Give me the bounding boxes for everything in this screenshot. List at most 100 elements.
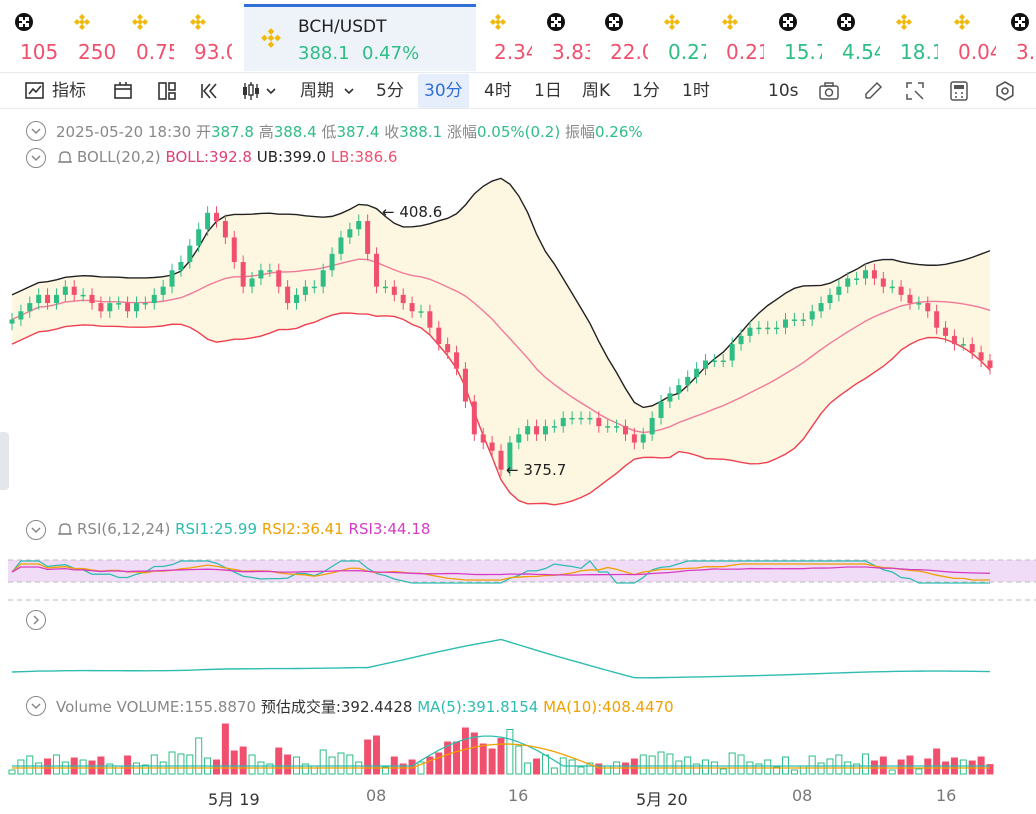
- interval-4h[interactable]: 4时: [484, 81, 512, 101]
- volume-bar: [373, 735, 381, 775]
- close-label: 收: [384, 123, 400, 141]
- volume-bar: [577, 766, 585, 775]
- ticker-item[interactable]: 250: [58, 0, 116, 72]
- replay-icon[interactable]: [198, 80, 220, 102]
- pencil-icon[interactable]: [862, 80, 884, 102]
- candle-body: [36, 294, 42, 304]
- settings-icon[interactable]: [994, 80, 1016, 102]
- collapse-toggle[interactable]: [26, 696, 46, 716]
- indicator-line-chart[interactable]: [0, 620, 1036, 690]
- expand-icon[interactable]: [904, 80, 926, 102]
- refresh-interval[interactable]: 10s: [768, 81, 799, 101]
- indicator-icon[interactable]: [24, 80, 46, 102]
- rsi-chart[interactable]: [0, 548, 1036, 608]
- ticker-item[interactable]: 22.0: [590, 0, 648, 72]
- calculator-icon[interactable]: [948, 80, 970, 102]
- bell-icon[interactable]: [56, 149, 74, 167]
- volume-bar: [150, 754, 158, 775]
- volume-bar: [835, 754, 843, 775]
- candle-body: [249, 278, 255, 287]
- ticker-item[interactable]: 0.04: [938, 0, 996, 72]
- active-ticker[interactable]: BCH/USDT 388.1 0.47%: [244, 4, 476, 71]
- ticker-item[interactable]: 0.27: [648, 0, 706, 72]
- candle-body: [694, 368, 700, 377]
- change-value: 0.05%(0.2): [476, 123, 561, 141]
- template-icon[interactable]: [112, 80, 134, 102]
- active-change: 0.47%: [362, 43, 420, 64]
- volume-bar: [435, 752, 443, 775]
- collapse-toggle[interactable]: [26, 121, 46, 141]
- candle-body: [649, 417, 655, 435]
- ticker-value: 0.21: [726, 40, 764, 64]
- ticker-item[interactable]: 93.0: [174, 0, 232, 72]
- bnb-icon: [190, 14, 206, 30]
- active-symbol: BCH/USDT: [298, 17, 387, 37]
- candlestick-chart[interactable]: [0, 170, 1036, 510]
- candle-body: [356, 221, 362, 230]
- ticker-item[interactable]: 15.7: [764, 0, 822, 72]
- candle-type-icon[interactable]: [240, 80, 262, 102]
- volume-ma5-line: [12, 735, 990, 767]
- interval-5m[interactable]: 5分: [376, 81, 404, 101]
- volume-bar: [728, 752, 736, 775]
- interval-1d[interactable]: 1日: [534, 81, 562, 101]
- boll-ub: UB:399.0: [256, 148, 327, 166]
- candle-body: [436, 327, 442, 345]
- volume-bar: [862, 753, 870, 775]
- volume-bar: [933, 748, 941, 775]
- amplitude-label: 振幅: [564, 123, 595, 141]
- candle-body: [329, 253, 335, 271]
- bnb-icon: [664, 14, 680, 30]
- chevron-down-icon[interactable]: [264, 84, 278, 98]
- okx-icon: [837, 13, 855, 31]
- expand-toggle[interactable]: [26, 610, 46, 630]
- ticker-item[interactable]: 18.1: [880, 0, 938, 72]
- bell-icon[interactable]: [56, 521, 74, 539]
- interval-1h[interactable]: 1时: [682, 81, 710, 101]
- open-label: 开: [195, 123, 211, 141]
- period-button[interactable]: 周期: [300, 81, 334, 101]
- candle-body: [27, 303, 33, 312]
- boll-name: BOLL(20,2): [77, 148, 161, 166]
- boll-mid-line: [11, 258, 991, 434]
- volume-bar: [790, 769, 798, 775]
- volume-bar: [595, 763, 603, 775]
- ticker-item[interactable]: 3.83: [532, 0, 590, 72]
- candle-body: [791, 319, 797, 321]
- low-annotation-value: 375.7: [523, 461, 567, 479]
- interval-30m[interactable]: 30分: [418, 74, 469, 108]
- ticker-value: 22.0: [610, 40, 648, 64]
- interval-1min[interactable]: 1分: [632, 81, 660, 101]
- ticker-item[interactable]: 0.75: [116, 0, 174, 72]
- candle-body: [871, 270, 877, 279]
- side-panel-handle[interactable]: [0, 432, 9, 490]
- camera-icon[interactable]: [818, 80, 840, 102]
- ticker-item[interactable]: 105: [0, 0, 58, 72]
- chevron-down-icon[interactable]: [342, 84, 356, 98]
- interval-1w[interactable]: 周K: [582, 81, 611, 101]
- high-value: 388.4: [273, 123, 317, 141]
- high-annotation: ← 408.6: [382, 203, 443, 221]
- candle-body: [89, 294, 95, 304]
- volume-bar: [799, 765, 807, 775]
- ticker-item[interactable]: 3.4: [996, 0, 1036, 72]
- low-value: 387.4: [336, 123, 380, 141]
- volume-chart[interactable]: [0, 718, 1036, 778]
- volume-bar: [639, 754, 647, 775]
- volume-bar: [364, 739, 372, 775]
- collapse-toggle[interactable]: [26, 148, 46, 168]
- ticker-item[interactable]: 0.21: [706, 0, 764, 72]
- collapse-toggle[interactable]: [26, 520, 46, 540]
- candle-body: [498, 450, 504, 470]
- x-axis-label: 08: [792, 786, 813, 805]
- indicator-button[interactable]: 指标: [52, 81, 86, 101]
- ticker-item[interactable]: 4.54: [822, 0, 880, 72]
- volume-bar: [168, 751, 176, 775]
- volume-bar: [479, 743, 487, 775]
- volume-bar: [444, 741, 452, 775]
- layout-icon[interactable]: [156, 80, 178, 102]
- volume-bar: [337, 752, 345, 775]
- rsi-band: [8, 560, 1036, 582]
- ticker-value: 0.27: [668, 40, 706, 64]
- ticker-item[interactable]: 2.34: [474, 0, 532, 72]
